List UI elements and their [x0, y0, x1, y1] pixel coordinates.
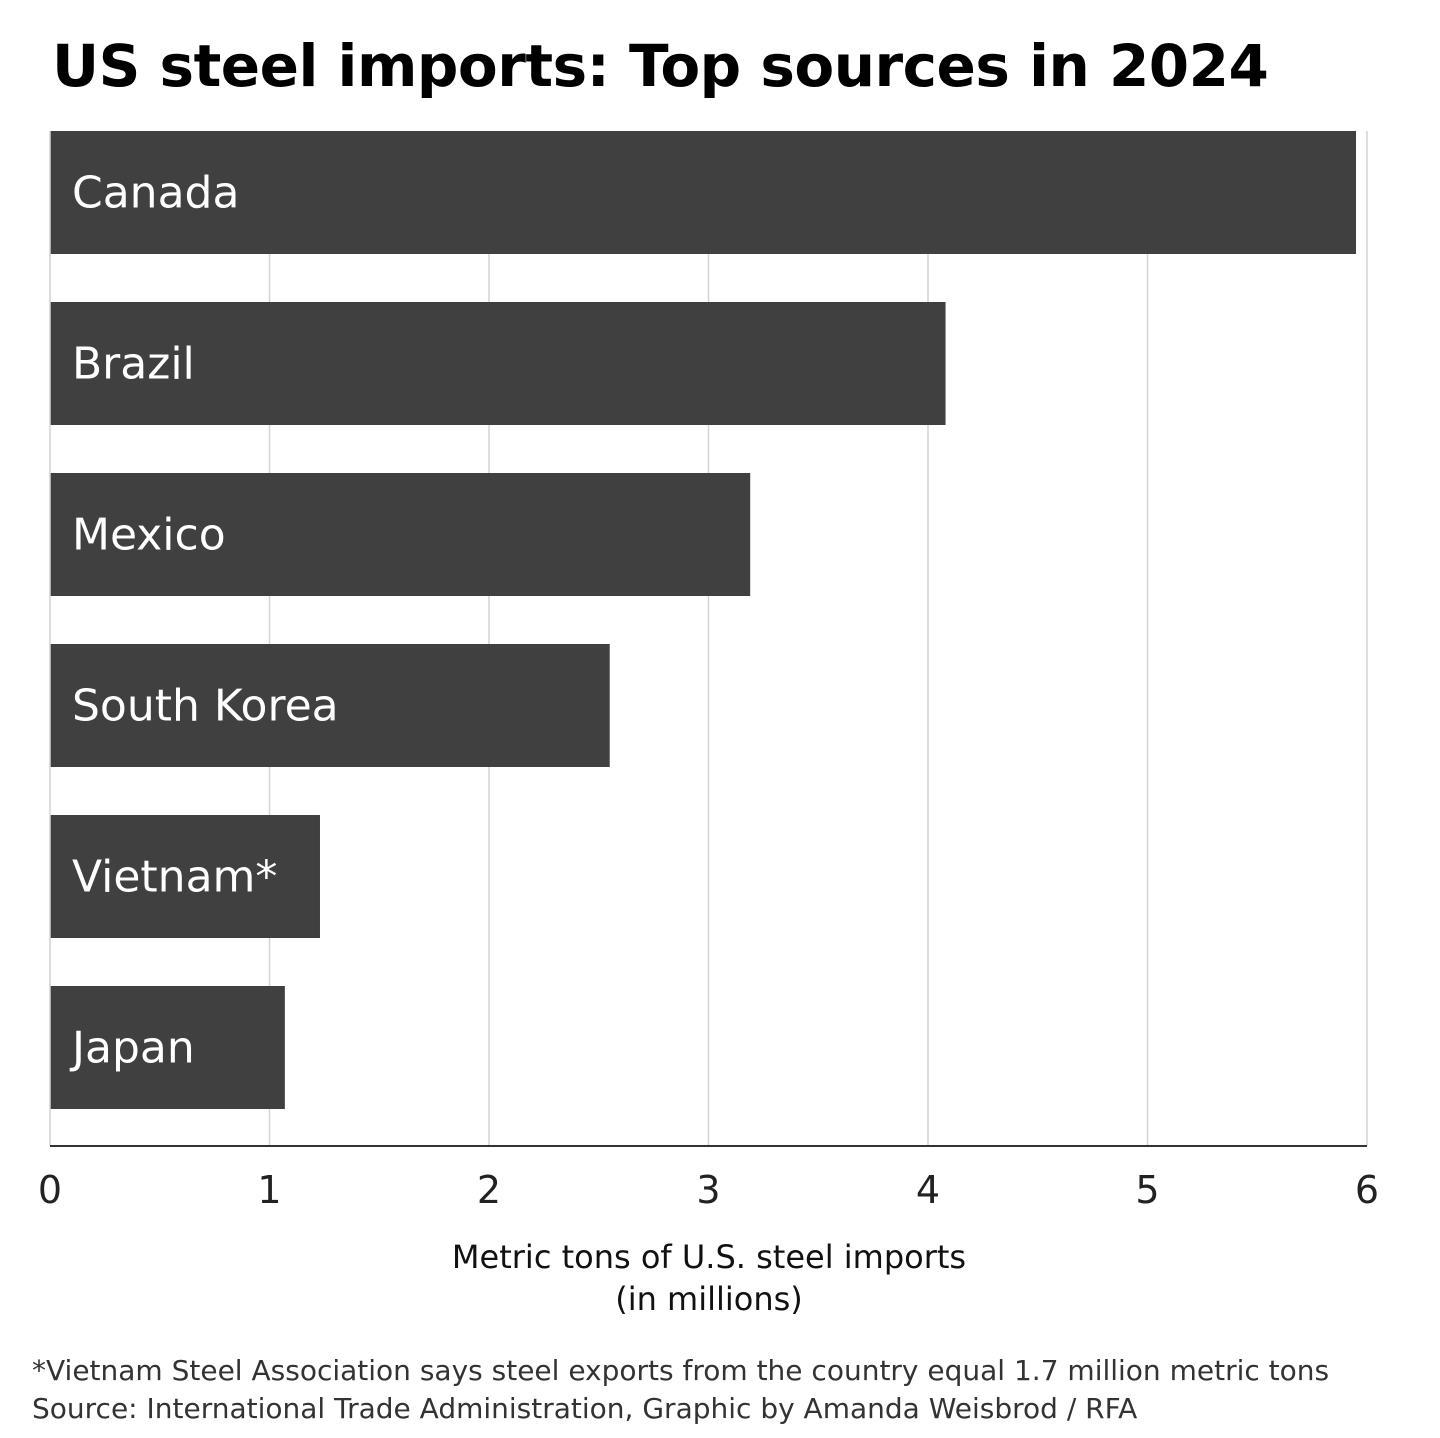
x-tick-label: 3 [696, 1168, 720, 1212]
bar-label: Vietnam* [72, 852, 277, 903]
x-tick-label: 6 [1355, 1168, 1379, 1212]
x-axis-title-line-1: Metric tons of U.S. steel imports [451, 1238, 967, 1276]
source-text: Source: International Trade Administrati… [32, 1392, 1138, 1425]
x-tick-label: 0 [38, 1168, 62, 1212]
bar-label: Brazil [72, 339, 195, 390]
bar [50, 302, 946, 425]
bar-label: South Korea [72, 681, 339, 732]
bar-label: Mexico [72, 510, 226, 561]
bar [50, 815, 320, 938]
x-axis-title: Metric tons of U.S. steel imports (in mi… [452, 1236, 966, 1320]
bar [50, 131, 1357, 254]
bar [50, 473, 751, 596]
x-axis-title-line-2: (in millions) [615, 1280, 803, 1318]
x-axis: 0 1 2 3 4 5 6 [38, 131, 1379, 1212]
bar-label: Japan [69, 1023, 195, 1074]
footnotes: *Vietnam Steel Association says steel ex… [32, 1352, 1329, 1428]
gridlines [268, 131, 1368, 1146]
chart-title: US steel imports: Top sources in 2024 [52, 32, 1269, 100]
bars: Canada Brazil Mexico South Korea Vietnam* Jap… [50, 131, 1357, 1109]
x-tick-label: 1 [257, 1168, 281, 1212]
x-tick-label: 4 [916, 1168, 940, 1212]
bar [50, 986, 285, 1109]
footnote-text: *Vietnam Steel Association says steel ex… [32, 1354, 1330, 1387]
bar [50, 644, 610, 767]
bar-label: Canada [72, 168, 239, 219]
x-tick-label: 5 [1135, 1168, 1159, 1212]
x-tick-label: 2 [477, 1168, 501, 1212]
